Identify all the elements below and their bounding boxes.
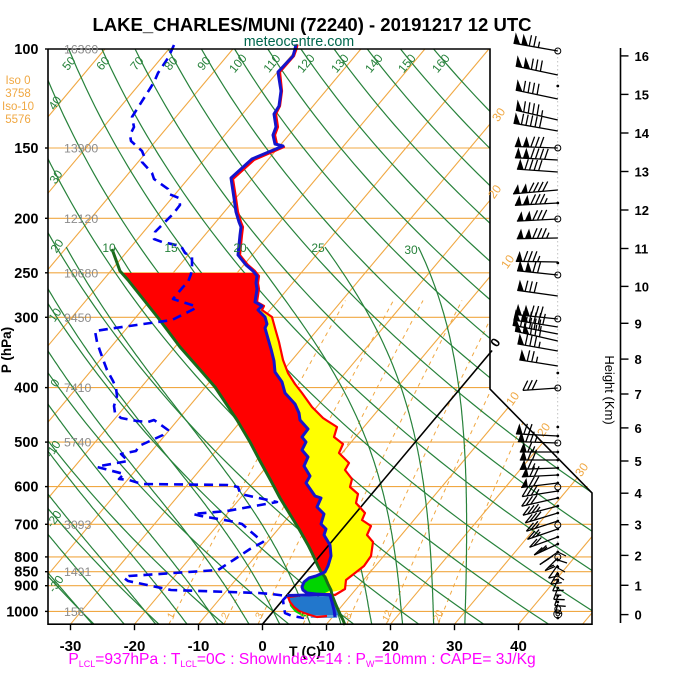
svg-text:10: 10	[318, 638, 335, 655]
svg-text:T (C): T (C)	[289, 643, 321, 659]
svg-text:1: 1	[635, 578, 642, 593]
svg-text:10680: 10680	[64, 266, 98, 280]
svg-text:14: 14	[635, 126, 650, 141]
svg-text:9: 9	[635, 316, 642, 331]
svg-text:6: 6	[635, 421, 642, 436]
svg-text:LAKE_CHARLES/MUNI (72240) - 20: LAKE_CHARLES/MUNI (72240) - 20191217 12 …	[92, 14, 531, 35]
svg-text:16360: 16360	[64, 43, 98, 57]
svg-text:1000: 1000	[6, 604, 38, 620]
svg-text:10: 10	[102, 241, 116, 255]
svg-text:5576: 5576	[5, 114, 31, 126]
svg-text:200: 200	[14, 211, 38, 227]
svg-text:12: 12	[635, 203, 649, 218]
svg-text:11: 11	[635, 242, 649, 257]
svg-text:156: 156	[64, 605, 85, 619]
svg-text:2: 2	[635, 548, 642, 563]
svg-text:0: 0	[258, 638, 266, 655]
svg-text:20: 20	[382, 638, 399, 655]
svg-text:600: 600	[14, 480, 38, 496]
svg-text:13900: 13900	[64, 142, 98, 156]
svg-text:7: 7	[635, 387, 642, 402]
svg-text:PLCL=937hPa : TLCL=0C : ShowIn: PLCL=937hPa : TLCL=0C : ShowIndex=14 : P…	[68, 651, 535, 669]
svg-text:5: 5	[635, 454, 642, 469]
svg-text:400: 400	[14, 381, 38, 397]
svg-text:13: 13	[635, 165, 649, 180]
svg-text:3: 3	[254, 611, 266, 620]
svg-text:300: 300	[14, 310, 38, 326]
svg-text:800: 800	[14, 550, 38, 566]
svg-text:2: 2	[219, 611, 232, 621]
svg-text:3093: 3093	[64, 518, 92, 532]
svg-text:8: 8	[343, 611, 355, 620]
svg-text:15: 15	[164, 241, 178, 255]
svg-text:850: 850	[14, 565, 38, 581]
svg-text:30: 30	[446, 638, 463, 655]
svg-text:20: 20	[233, 241, 247, 255]
svg-text:3758: 3758	[5, 88, 31, 100]
svg-text:-30: -30	[60, 638, 82, 655]
svg-text:150: 150	[14, 141, 38, 157]
svg-text:3: 3	[635, 518, 642, 533]
svg-text:4: 4	[635, 486, 643, 501]
svg-text:9450: 9450	[64, 311, 92, 325]
svg-text:Iso 0: Iso 0	[6, 75, 31, 87]
svg-text:100: 100	[14, 42, 38, 58]
svg-text:-20: -20	[124, 638, 146, 655]
svg-text:12: 12	[381, 609, 395, 624]
svg-text:5: 5	[299, 611, 311, 620]
svg-text:1: 1	[166, 612, 178, 621]
svg-text:Height (Km): Height (Km)	[602, 355, 617, 424]
svg-text:15: 15	[635, 87, 649, 102]
svg-text:1491: 1491	[64, 565, 92, 579]
svg-text:-10: -10	[188, 638, 210, 655]
svg-text:20: 20	[431, 609, 446, 625]
svg-text:500: 500	[14, 435, 38, 451]
svg-text:10: 10	[635, 279, 649, 294]
svg-text:700: 700	[14, 517, 38, 533]
svg-text:250: 250	[14, 266, 38, 282]
svg-text:30: 30	[404, 243, 418, 257]
svg-text:12120: 12120	[64, 212, 98, 226]
svg-text:P (hPa): P (hPa)	[0, 327, 14, 373]
svg-text:0: 0	[635, 608, 642, 623]
svg-text:900: 900	[14, 579, 38, 595]
svg-text:8: 8	[635, 352, 642, 367]
svg-text:meteocentre.com: meteocentre.com	[244, 34, 354, 50]
svg-text:16: 16	[635, 49, 649, 64]
svg-text:40: 40	[510, 638, 527, 655]
svg-text:5740: 5740	[64, 436, 92, 450]
svg-text:25: 25	[311, 241, 325, 255]
svg-text:7410: 7410	[64, 381, 92, 395]
svg-text:Iso-10: Iso-10	[2, 101, 34, 113]
